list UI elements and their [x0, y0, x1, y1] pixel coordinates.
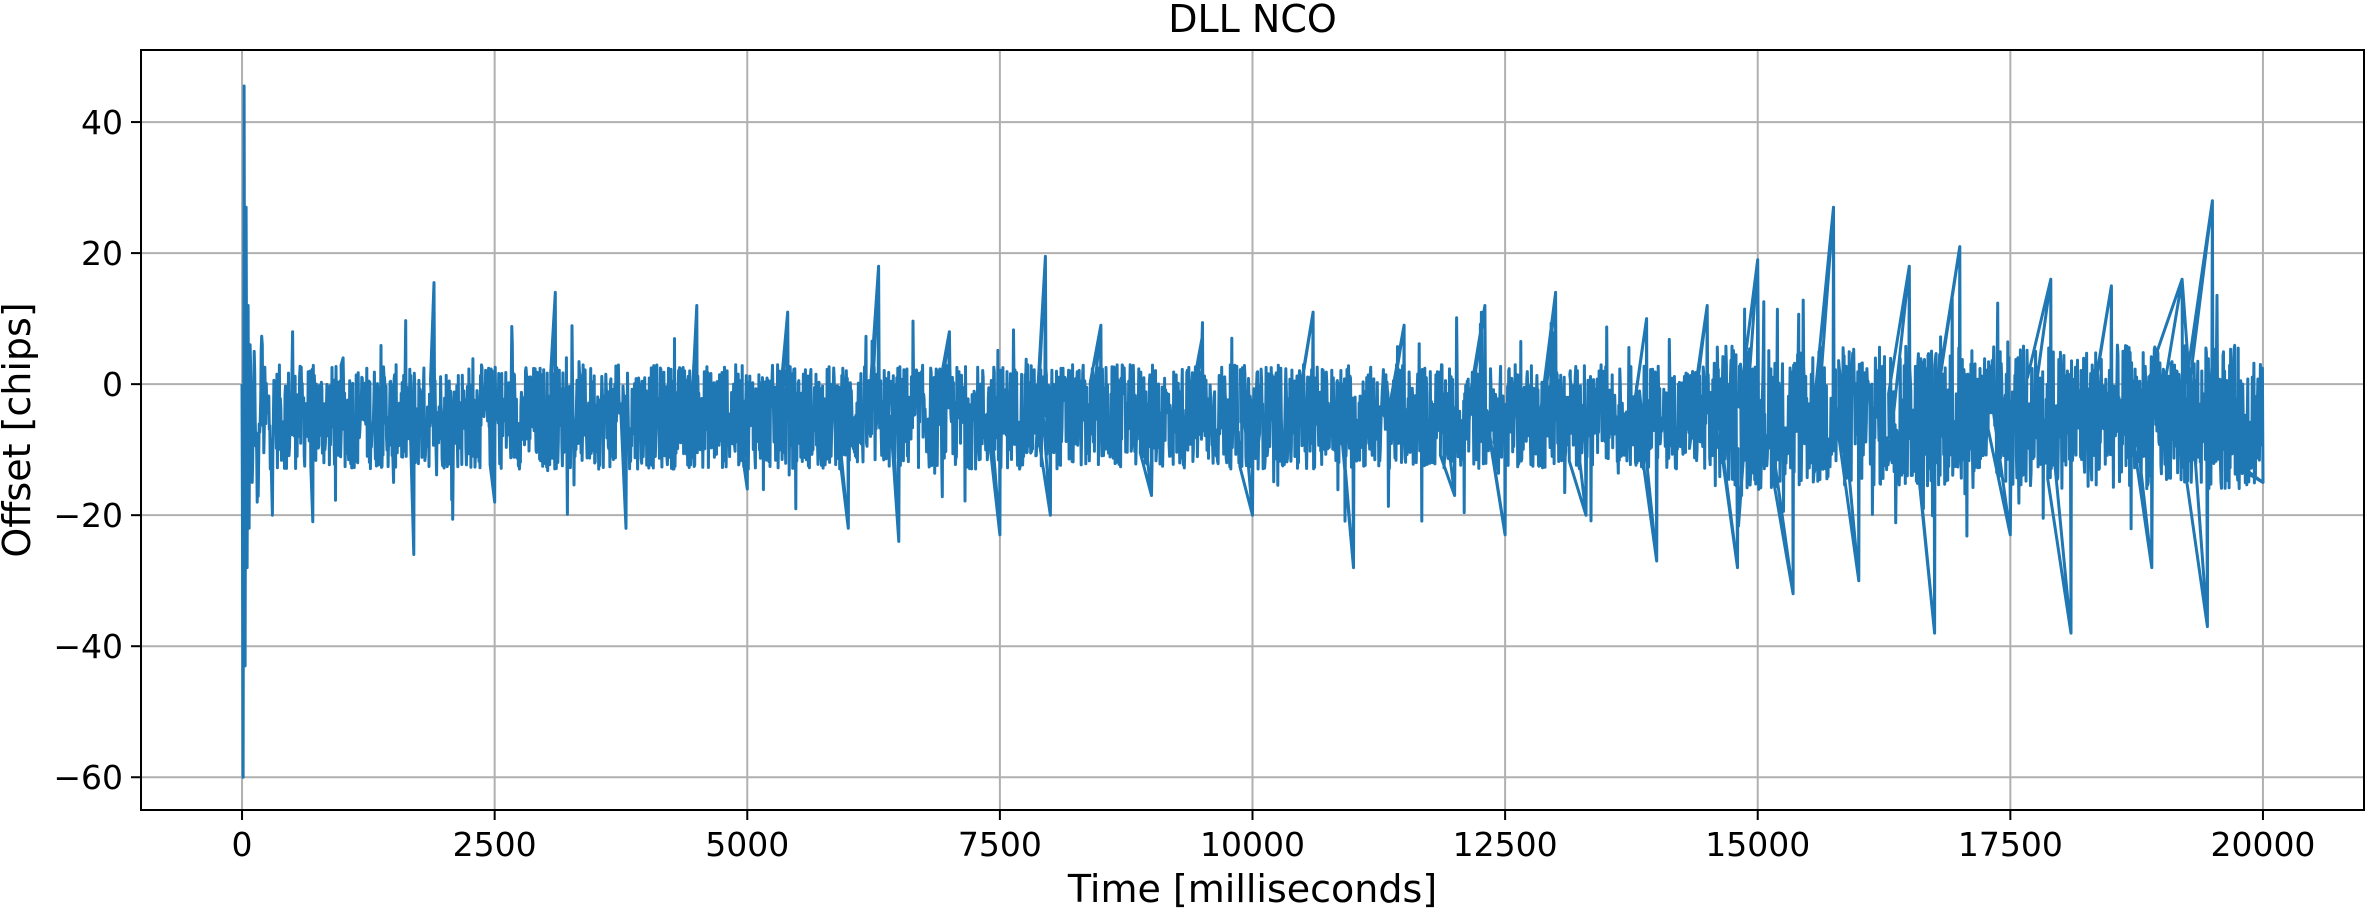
x-tick-label: 2500 — [453, 825, 537, 864]
y-axis-label: Offset [chips] — [0, 302, 39, 557]
series-layer — [240, 84, 2265, 779]
x-tick-label: 10000 — [1200, 825, 1305, 864]
x-tick-label: 0 — [232, 825, 253, 864]
x-tick-label: 12500 — [1453, 825, 1558, 864]
x-tick-label: 7500 — [958, 825, 1042, 864]
tick-layer: 0 2500 5000 7500 10000 12500 15000 17500 20000 −6… — [53, 103, 2315, 864]
y-tick-label: 40 — [81, 103, 123, 142]
y-tick-label: −60 — [53, 758, 123, 797]
series-line — [240, 84, 2265, 779]
x-tick-label: 5000 — [705, 825, 789, 864]
x-tick-label: 20000 — [2210, 825, 2315, 864]
y-tick-label: 0 — [102, 365, 123, 404]
chart-title: DLL NCO — [1168, 0, 1337, 41]
y-tick-label: −20 — [53, 496, 123, 535]
x-axis-label: Time [milliseconds] — [1067, 867, 1437, 911]
x-tick-label: 15000 — [1705, 825, 1810, 864]
y-tick-label: 20 — [81, 234, 123, 273]
x-tick-label: 17500 — [1958, 825, 2063, 864]
y-tick-label: −40 — [53, 627, 123, 666]
